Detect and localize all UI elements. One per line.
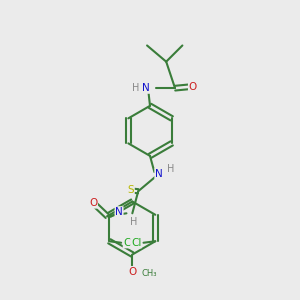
Text: H: H bbox=[132, 83, 139, 93]
Text: S: S bbox=[128, 185, 134, 195]
Text: N: N bbox=[115, 207, 123, 217]
Text: H: H bbox=[130, 217, 137, 226]
Text: N: N bbox=[155, 169, 163, 178]
Text: O: O bbox=[89, 198, 97, 208]
Text: CH₃: CH₃ bbox=[141, 268, 157, 278]
Text: Cl: Cl bbox=[123, 238, 134, 248]
Text: Cl: Cl bbox=[131, 238, 141, 248]
Text: N: N bbox=[142, 83, 149, 93]
Text: O: O bbox=[128, 267, 136, 277]
Text: H: H bbox=[167, 164, 174, 174]
Text: O: O bbox=[189, 82, 197, 92]
